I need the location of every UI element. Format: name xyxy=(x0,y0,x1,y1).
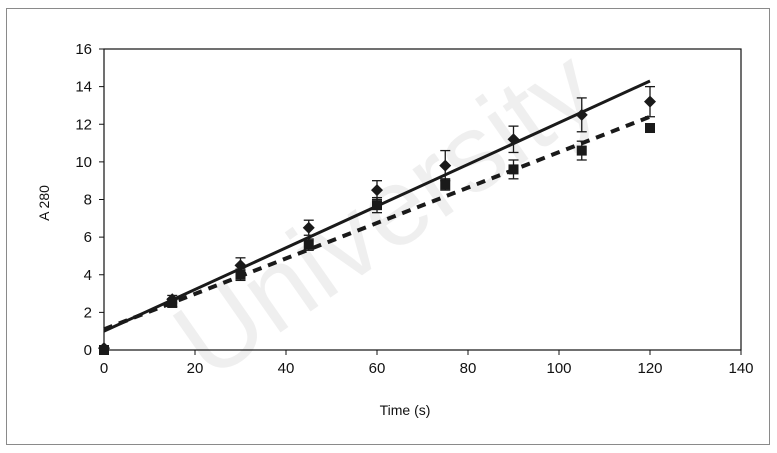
axes: 0 20 40 60 80 100 120 140 0 2 4 6 8 10 12 14 16 xyxy=(75,41,753,377)
x-tick-label: 60 xyxy=(369,360,386,377)
data-point-square xyxy=(508,164,519,175)
x-tick-label: 20 xyxy=(187,360,204,377)
x-tick-label: 40 xyxy=(278,360,295,377)
data-point-diamond xyxy=(234,259,247,272)
x-tick-label: 80 xyxy=(460,360,477,377)
x-tick-label: 120 xyxy=(637,360,662,377)
data-point-square xyxy=(372,200,382,211)
y-tick-label: 0 xyxy=(84,342,92,359)
y-tick-label: 14 xyxy=(75,79,92,96)
data-point-square xyxy=(167,297,178,308)
y-tick-label: 4 xyxy=(84,267,92,284)
chart-svg: University 0 20 40 60 80 100 120 140 0 2 4 6 8 10 12 14… xyxy=(36,24,754,418)
x-axis-title: Time (s) xyxy=(380,402,431,418)
trendline-series-2 xyxy=(103,114,651,332)
y-tick-label: 16 xyxy=(75,41,92,58)
data-point-square xyxy=(576,145,587,156)
data-point-square xyxy=(303,239,314,250)
x-tick-label: 0 xyxy=(100,360,108,377)
data-point-square xyxy=(440,179,451,190)
data-point-diamond xyxy=(371,184,383,197)
chart-frame: University 0 20 40 60 80 100 120 140 0 2 4 6 8 10 12 14… xyxy=(6,8,770,445)
y-tick-label: 12 xyxy=(75,116,92,133)
y-tick-label: 2 xyxy=(84,304,92,321)
x-tick-label: 100 xyxy=(546,360,571,377)
y-tick-label: 8 xyxy=(84,192,92,209)
data-point-diamond xyxy=(439,159,452,172)
x-tick-label: 140 xyxy=(728,360,753,377)
y-tick-label: 6 xyxy=(84,229,92,246)
data-markers xyxy=(98,95,656,355)
data-point-square xyxy=(235,269,246,280)
data-point-diamond xyxy=(302,221,315,234)
data-point-square xyxy=(645,123,655,134)
data-point-square xyxy=(99,345,109,355)
watermark-text: University xyxy=(152,24,618,402)
data-point-diamond xyxy=(507,133,520,146)
data-point-diamond xyxy=(575,108,588,121)
y-axis-title: A 280 xyxy=(36,185,52,221)
data-point-diamond xyxy=(644,95,656,108)
y-tick-label: 10 xyxy=(75,154,92,171)
